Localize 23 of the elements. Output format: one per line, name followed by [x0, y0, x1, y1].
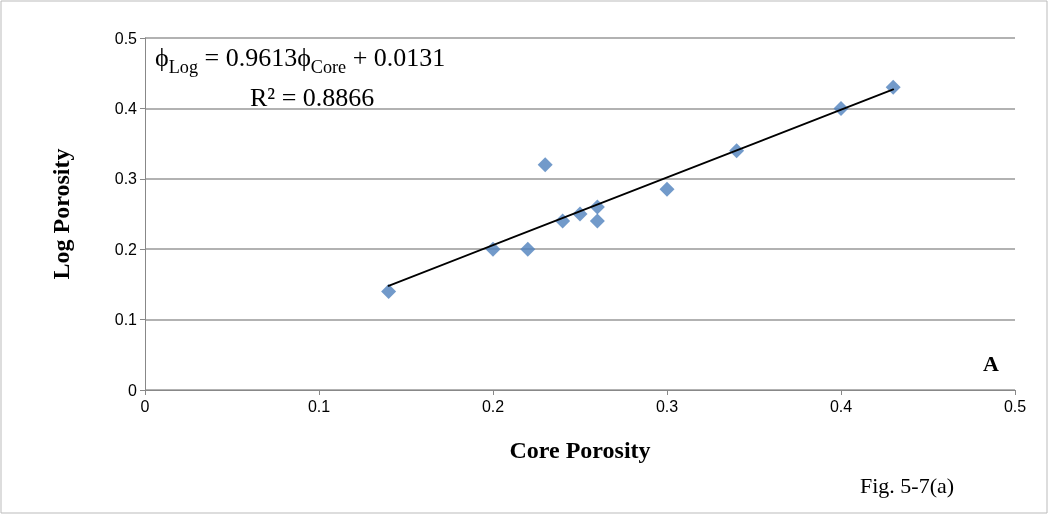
x-tick-label: 0.2 — [481, 397, 505, 415]
point — [885, 79, 901, 95]
point — [520, 241, 536, 257]
y-tick-label: 0.4 — [114, 99, 138, 117]
x-tick-label: 0.3 — [655, 397, 679, 415]
point — [659, 181, 675, 197]
y-tick-label: 0.2 — [114, 240, 138, 258]
annotation: A — [983, 350, 999, 376]
point — [537, 157, 553, 173]
x-tick-label: 0.5 — [1003, 397, 1027, 415]
x-axis-title: Core Porosity — [509, 437, 651, 463]
x-tick-label: 0 — [140, 397, 150, 415]
y-tick-label: 0.1 — [114, 311, 138, 329]
x-tick-label: 0.1 — [307, 397, 331, 415]
annotation: R² = 0.8866 — [250, 82, 375, 112]
y-axis-title: Log Porosity — [48, 148, 74, 280]
point — [589, 213, 605, 229]
point — [381, 283, 397, 299]
y-tick-label: 0.3 — [114, 170, 138, 188]
y-tick-label: 0 — [128, 381, 138, 399]
x-tick-label: 0.4 — [829, 397, 853, 415]
y-tick-label: 0.5 — [114, 29, 138, 47]
caption: Fig. 5-7(a) — [860, 472, 955, 498]
